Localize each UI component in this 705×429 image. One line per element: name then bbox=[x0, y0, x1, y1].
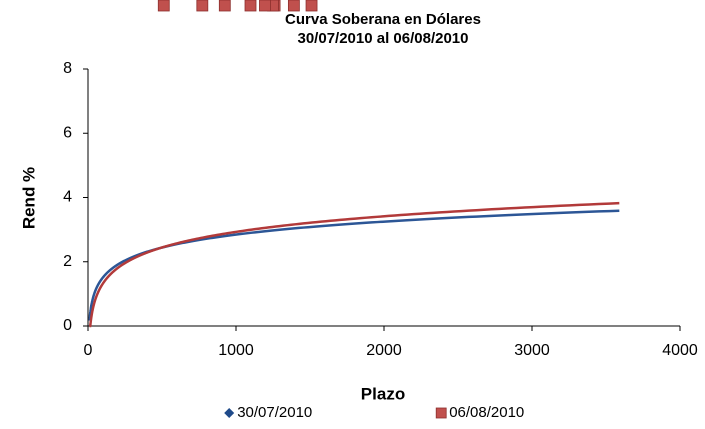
legend-marker bbox=[224, 408, 235, 418]
x-tick-label: 4000 bbox=[662, 342, 698, 359]
x-tick-label: 0 bbox=[84, 342, 93, 359]
x-tick-label: 2000 bbox=[366, 342, 402, 359]
marker bbox=[196, 0, 209, 12]
legend-label: 30/07/2010 bbox=[237, 404, 312, 421]
y-tick-label: 2 bbox=[63, 253, 72, 270]
trend-line bbox=[89, 201, 620, 328]
legend-marker bbox=[435, 407, 447, 419]
chart-subtitle: 30/07/2010 al 06/08/2010 bbox=[298, 30, 469, 47]
legend-label: 06/08/2010 bbox=[449, 404, 524, 421]
y-tick-label: 6 bbox=[63, 124, 72, 141]
y-axis-title: Rend % bbox=[19, 167, 38, 229]
marker bbox=[218, 0, 231, 12]
x-tick-label: 3000 bbox=[514, 342, 550, 359]
marker bbox=[244, 0, 257, 12]
marker bbox=[157, 0, 170, 12]
chart-title: Curva Soberana en Dólares bbox=[285, 11, 481, 28]
x-axis-title: Plazo bbox=[361, 384, 405, 403]
x-tick-label: 1000 bbox=[218, 342, 254, 359]
marker bbox=[305, 0, 318, 12]
y-tick-label: 0 bbox=[63, 317, 72, 334]
marker bbox=[259, 0, 271, 12]
y-tick-label: 4 bbox=[63, 189, 72, 206]
marker bbox=[287, 0, 300, 12]
y-tick-label: 8 bbox=[63, 60, 72, 77]
trend-line bbox=[88, 209, 620, 321]
